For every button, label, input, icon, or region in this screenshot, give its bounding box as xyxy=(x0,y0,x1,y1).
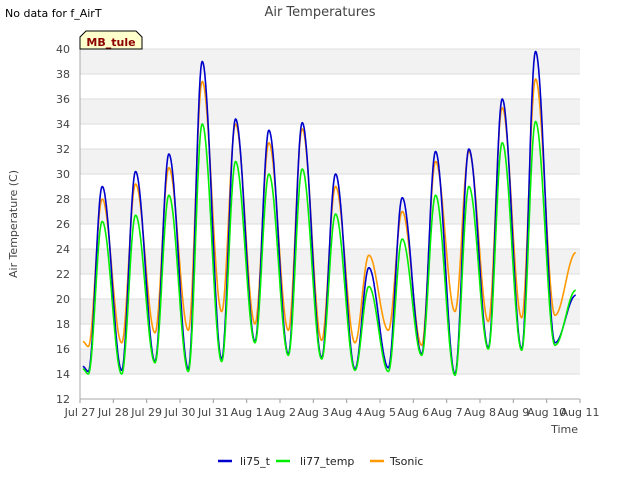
badge-shape xyxy=(79,30,143,50)
badge-label: MB_tule xyxy=(86,36,135,49)
x-axis-label: Time xyxy=(550,423,578,436)
x-tick-label: Aug 1 xyxy=(231,406,263,419)
y-tick-label: 16 xyxy=(56,343,70,356)
y-tick-label: 20 xyxy=(56,293,70,306)
grid-band xyxy=(80,299,580,324)
y-tick-label: 18 xyxy=(56,318,70,331)
y-tick-label: 40 xyxy=(56,43,70,56)
y-tick-label: 34 xyxy=(56,118,70,131)
no-data-note: No data for f_AirT xyxy=(5,7,102,20)
x-tick-label: Aug 7 xyxy=(431,406,463,419)
x-tick-label: Aug 6 xyxy=(397,406,429,419)
series-lines xyxy=(82,50,577,377)
y-tick-labels: 12 14 16 18 20 22 24 26 28 30 32 34 36 38 40 xyxy=(56,43,70,406)
x-tick-label: Jul 27 xyxy=(64,406,96,419)
y-tick-label: 26 xyxy=(56,218,70,231)
x-tick-label: Jul 31 xyxy=(197,406,229,419)
grid-band xyxy=(80,349,580,374)
site-badge: MB_tule xyxy=(79,30,143,50)
y-axis-label: Air Temperature (C) xyxy=(7,170,20,278)
y-tick-label: 28 xyxy=(56,193,70,206)
y-tick-label: 24 xyxy=(56,243,70,256)
y-tick-label: 14 xyxy=(56,368,70,381)
y-tick-label: 38 xyxy=(56,68,70,81)
y-tick-label: 32 xyxy=(56,143,70,156)
grid-band xyxy=(80,49,580,74)
x-tick-label: Jul 30 xyxy=(164,406,196,419)
legend-label: li75_t xyxy=(240,455,271,468)
grid-band xyxy=(80,199,580,224)
y-tick-label: 22 xyxy=(56,268,70,281)
x-tick-label: Aug 3 xyxy=(297,406,329,419)
y-tick-label: 30 xyxy=(56,168,70,181)
legend-label: Tsonic xyxy=(389,455,423,468)
x-tick-labels: Jul 27 Jul 28 Jul 29 Jul 30 Jul 31 Aug 1 Aug 2… xyxy=(64,399,600,419)
grid-band xyxy=(80,99,580,124)
x-tick-label: Aug 10 xyxy=(527,406,566,419)
series-line-li77-temp xyxy=(82,120,577,377)
legend: li75_t li77_temp Tsonic xyxy=(218,455,423,468)
grid-bands xyxy=(80,49,580,374)
y-tick-label: 12 xyxy=(56,393,70,406)
x-tick-label: Aug 9 xyxy=(497,406,529,419)
chart-title: Air Temperatures xyxy=(264,5,375,20)
x-tick-label: Aug 4 xyxy=(331,406,363,419)
x-tick-label: Aug 11 xyxy=(561,406,600,419)
x-tick-label: Jul 28 xyxy=(97,406,129,419)
y-tick-label: 36 xyxy=(56,93,70,106)
legend-label: li77_temp xyxy=(300,455,354,468)
x-tick-label: Jul 29 xyxy=(130,406,162,419)
x-tick-label: Aug 5 xyxy=(364,406,396,419)
x-tick-label: Aug 8 xyxy=(464,406,496,419)
x-tick-label: Aug 2 xyxy=(264,406,296,419)
